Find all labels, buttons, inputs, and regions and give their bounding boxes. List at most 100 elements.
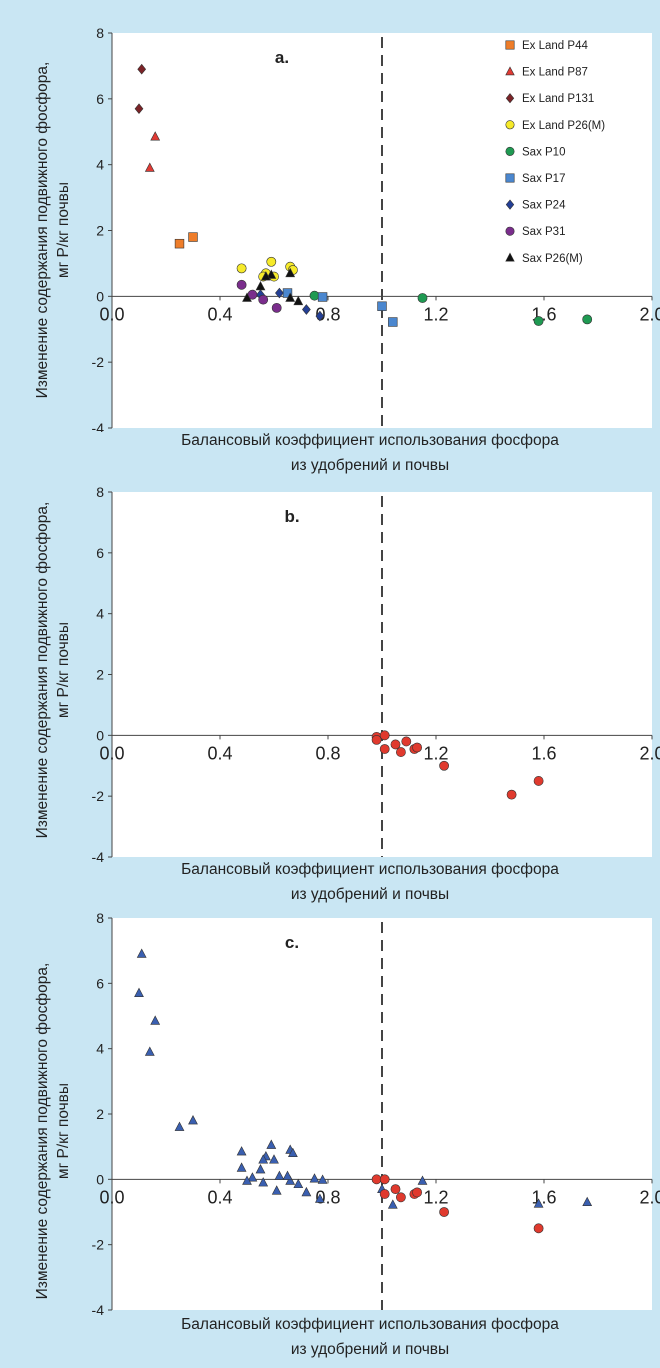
x-tick-label: 1.2 (423, 304, 448, 324)
y-axis-title-line1: Изменение содержания подвижного фосфора, (34, 61, 51, 399)
y-axis-title-line2: мг Р/кг почвы (55, 1082, 72, 1180)
series (282, 288, 398, 327)
panel-label: a. (275, 48, 289, 67)
data-point (285, 267, 296, 278)
legend-marker (505, 66, 515, 76)
data-point (174, 238, 185, 249)
legend-marker (505, 93, 515, 104)
y-tick-label: 4 (96, 157, 104, 173)
data-point (315, 310, 325, 322)
series (242, 267, 304, 306)
y-tick-label: 8 (96, 484, 104, 500)
data-point (137, 63, 147, 75)
data-point (377, 301, 387, 311)
data-point (439, 1207, 449, 1217)
legend-entry: Sax P24 (522, 200, 566, 212)
x-axis-title-line2: из удобрений и почвы (290, 886, 450, 903)
series (309, 290, 593, 326)
y-tick-label: 0 (96, 288, 104, 304)
y-tick-label: -4 (92, 420, 105, 432)
x-tick-label: 0.4 (207, 304, 232, 324)
x-tick-label: 2.0 (639, 304, 660, 324)
x-axis-title-line1: Балансовый коэффициент использования фос… (181, 861, 559, 878)
data-point (285, 292, 296, 302)
data-point (242, 292, 252, 302)
data-point (506, 789, 517, 800)
data-point (242, 1175, 252, 1185)
x-tick-label: 1.6 (531, 743, 556, 763)
legend-marker (505, 40, 515, 50)
y-tick-label: 2 (96, 667, 104, 683)
data-point (236, 263, 247, 274)
y-tick-label: 6 (96, 545, 104, 561)
data-point (379, 1174, 390, 1185)
data-point (309, 290, 320, 301)
data-point (255, 280, 266, 291)
data-point (174, 1121, 185, 1131)
legend-marker (505, 120, 515, 130)
data-point (371, 734, 382, 745)
x-tick-label: 1.6 (531, 1187, 556, 1207)
x-tick-label: 0.8 (315, 304, 340, 324)
data-point (136, 948, 147, 958)
data-point (293, 295, 304, 306)
x-axis-title-c: Балансовый коэффициент использования фос… (90, 1312, 650, 1362)
data-point (288, 1147, 298, 1158)
data-point (302, 304, 311, 315)
y-tick-label: -2 (92, 788, 105, 804)
legend-entry: Sax P10 (522, 146, 565, 158)
y-axis-title-line2: мг Р/кг почвы (55, 621, 72, 719)
x-tick-label: 0.8 (315, 743, 340, 763)
legend-entry: Ex Land P87 (522, 67, 588, 79)
data-point (188, 232, 198, 242)
data-point (266, 1139, 277, 1149)
legend-marker (505, 146, 515, 156)
data-point (395, 1192, 406, 1203)
series (174, 232, 198, 249)
data-point (387, 1199, 398, 1209)
data-point (275, 287, 284, 299)
data-point (236, 1162, 247, 1172)
data-point (533, 776, 544, 786)
data-point (258, 1154, 269, 1164)
series (236, 279, 282, 313)
data-point (247, 1172, 258, 1182)
data-point (412, 742, 422, 753)
data-point (236, 279, 247, 290)
y-tick-label: 0 (96, 727, 104, 743)
y-tick-label: -2 (92, 354, 105, 370)
data-point (439, 760, 449, 771)
panel-c: 8 6 4 2 0 -2 -4 0.0 0.4 0.8 1.2 1.6 2.0 c. Балансовый… (0, 906, 660, 1368)
y-tick-label: 6 (96, 91, 104, 107)
x-tick-label: 2.0 (639, 743, 660, 763)
legend-entry: Ex Land P44 (522, 40, 588, 52)
series (144, 131, 161, 172)
legend-entry: Ex Land P26(M) (522, 120, 605, 132)
x-tick-label: 0.4 (207, 1187, 232, 1207)
y-tick-label: 0 (96, 1171, 104, 1187)
y-tick-label: -4 (92, 849, 105, 865)
data-point (317, 1174, 328, 1184)
y-tick-label: -2 (92, 1237, 105, 1253)
y-axis-title-line1: Изменение содержания подвижного фосфора, (34, 501, 51, 839)
x-axis-title-line1: Балансовый коэффициент использования фос… (181, 432, 559, 449)
legend: Ex Land P44 Ex Land P87 Ex Land P131 Ex Lan… (505, 40, 605, 265)
data-point (301, 1186, 312, 1197)
data-point (255, 1164, 266, 1174)
data-point (274, 1170, 285, 1180)
y-tick-label: 8 (96, 25, 104, 41)
x-tick-label: 2.0 (639, 1187, 660, 1207)
data-point (390, 1184, 401, 1195)
data-point (271, 1185, 282, 1195)
x-tick-label: 0.4 (207, 743, 232, 763)
data-point (236, 1146, 247, 1156)
data-point (412, 1187, 422, 1198)
series (134, 948, 593, 1209)
panel-label: c. (285, 933, 299, 952)
data-point (417, 293, 428, 303)
y-axis-title-line1: Изменение содержания подвижного фосфора, (34, 962, 51, 1300)
data-point (533, 1223, 544, 1234)
